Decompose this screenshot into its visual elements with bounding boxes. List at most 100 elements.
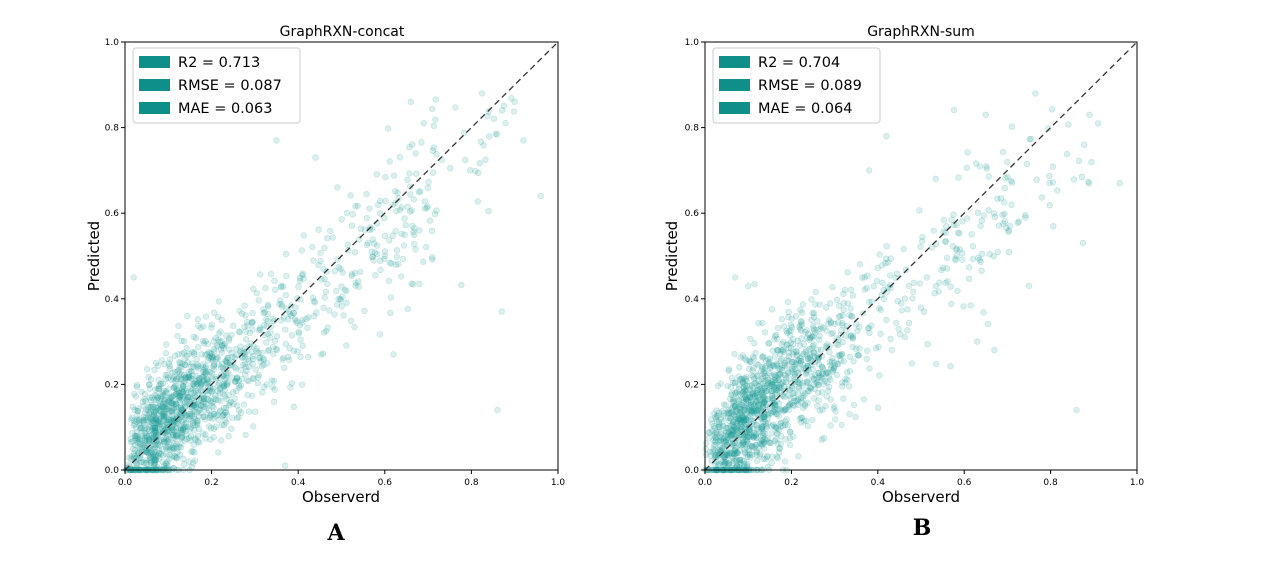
y-tick-label: 1.0 xyxy=(105,38,120,48)
legend-swatch xyxy=(139,102,170,114)
data-point xyxy=(958,256,966,263)
data-point xyxy=(760,413,767,420)
data-point xyxy=(188,410,195,418)
data-point xyxy=(1085,180,1093,187)
data-point xyxy=(226,337,233,344)
data-point xyxy=(154,394,161,401)
data-point xyxy=(812,288,819,296)
data-point xyxy=(144,414,152,421)
data-point xyxy=(176,370,183,377)
data-point xyxy=(257,358,264,365)
data-point xyxy=(255,371,262,379)
data-point xyxy=(257,271,264,278)
data-point xyxy=(180,382,187,389)
data-point xyxy=(150,456,157,463)
data-point xyxy=(224,354,231,362)
data-point xyxy=(163,435,170,442)
data-point xyxy=(410,231,418,239)
data-point xyxy=(759,374,767,382)
data-point xyxy=(168,412,176,419)
data-point xyxy=(768,306,776,313)
data-point xyxy=(233,375,240,382)
data-point xyxy=(217,397,224,405)
data-point xyxy=(164,371,171,379)
data-point xyxy=(162,350,170,357)
data-point xyxy=(152,454,159,461)
data-point xyxy=(273,346,280,353)
data-point xyxy=(840,395,847,402)
data-point xyxy=(210,361,218,368)
data-point xyxy=(286,310,294,318)
data-point xyxy=(285,353,292,360)
data-point xyxy=(985,173,992,180)
data-point xyxy=(741,355,748,362)
data-point xyxy=(493,131,501,138)
data-point xyxy=(218,342,226,349)
data-point xyxy=(267,270,275,278)
data-point xyxy=(193,363,201,371)
panel-label-a: A xyxy=(326,520,345,546)
data-point xyxy=(265,346,273,354)
data-point xyxy=(1046,202,1053,209)
data-point xyxy=(146,427,153,434)
data-point xyxy=(150,404,157,411)
y-tick-label: 0.0 xyxy=(105,466,120,476)
data-point xyxy=(1000,220,1007,227)
data-point xyxy=(154,431,161,438)
data-point xyxy=(947,363,954,370)
data-point xyxy=(152,414,159,421)
data-point xyxy=(236,328,243,335)
data-point xyxy=(138,429,145,436)
data-point xyxy=(793,352,800,359)
legend-entry: RMSE = 0.089 xyxy=(758,78,862,94)
data-point xyxy=(748,442,756,450)
data-point xyxy=(169,393,176,401)
data-point xyxy=(216,390,223,397)
y-tick-label: 0.6 xyxy=(105,209,120,219)
data-point xyxy=(179,406,186,413)
data-point xyxy=(863,355,870,363)
data-point xyxy=(1005,249,1013,256)
data-point xyxy=(197,380,204,387)
data-point xyxy=(152,466,159,473)
data-point xyxy=(188,448,195,455)
data-point xyxy=(910,279,917,286)
data-point xyxy=(270,377,278,385)
data-point xyxy=(182,361,189,368)
data-point xyxy=(154,385,162,392)
data-point xyxy=(146,385,154,392)
data-point xyxy=(377,197,384,205)
data-point xyxy=(255,374,262,381)
data-point xyxy=(386,259,393,266)
data-point xyxy=(732,403,739,410)
data-point xyxy=(817,325,824,333)
data-point xyxy=(173,414,181,421)
data-point xyxy=(323,327,330,335)
data-point xyxy=(982,111,989,119)
data-point xyxy=(208,400,215,407)
data-point xyxy=(135,435,142,442)
data-point xyxy=(157,392,165,399)
data-point xyxy=(210,404,217,411)
data-point xyxy=(157,450,165,458)
data-point xyxy=(198,380,206,387)
data-point xyxy=(147,418,154,425)
data-point xyxy=(213,413,220,420)
data-point xyxy=(263,316,270,323)
data-point xyxy=(502,119,509,127)
data-point xyxy=(745,365,753,372)
data-point xyxy=(150,461,158,469)
data-point xyxy=(153,396,160,404)
data-point xyxy=(183,344,190,352)
data-point xyxy=(339,269,346,276)
data-point xyxy=(214,382,221,389)
data-point xyxy=(187,433,195,440)
data-point xyxy=(157,380,164,387)
data-point xyxy=(253,345,260,352)
data-point xyxy=(244,391,251,399)
data-point xyxy=(145,403,152,411)
data-point xyxy=(153,416,160,424)
data-point xyxy=(162,460,170,467)
data-point xyxy=(323,268,330,275)
data-point xyxy=(212,392,219,399)
